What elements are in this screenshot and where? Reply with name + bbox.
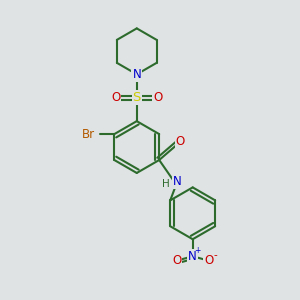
- Text: H: H: [162, 178, 170, 189]
- Text: O: O: [172, 254, 181, 267]
- Text: N: N: [173, 175, 182, 188]
- Text: -: -: [214, 250, 217, 260]
- Text: N: N: [132, 68, 141, 81]
- Text: O: O: [176, 135, 185, 148]
- Text: O: O: [153, 91, 163, 104]
- Text: S: S: [133, 91, 141, 104]
- Text: Br: Br: [82, 128, 95, 141]
- Text: N: N: [188, 250, 197, 263]
- Text: O: O: [111, 91, 120, 104]
- Text: O: O: [204, 254, 214, 267]
- Text: +: +: [194, 247, 201, 256]
